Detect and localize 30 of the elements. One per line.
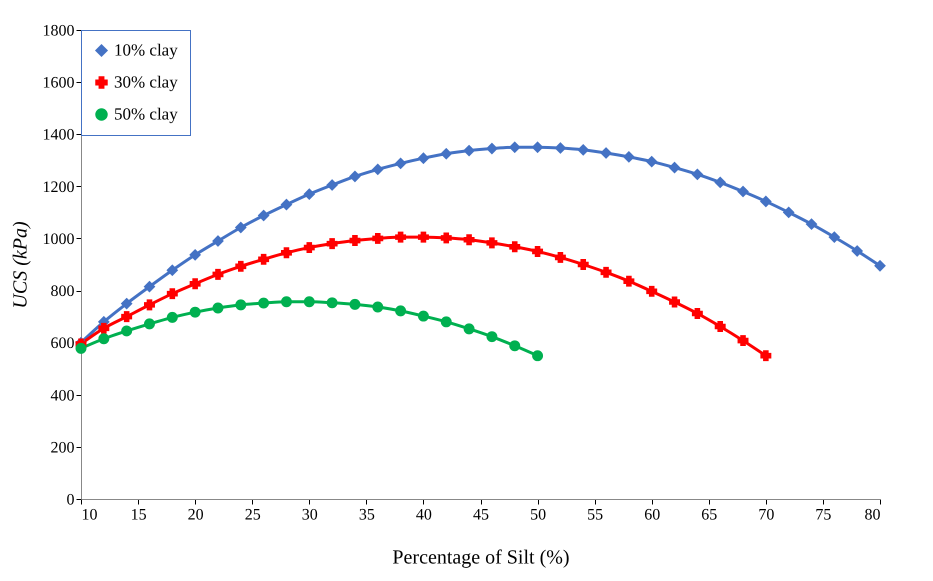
- y-tick-label: 1400: [42, 126, 74, 144]
- y-tick-label: 400: [50, 387, 74, 404]
- y-tick-label: 200: [50, 439, 74, 456]
- x-tick-label: 65: [701, 506, 718, 524]
- y-axis-title: UCS (kPa): [10, 221, 32, 309]
- x-tick-label: 75: [815, 506, 832, 524]
- x-tick-label: 60: [644, 506, 660, 524]
- x-tick-label: 15: [130, 506, 147, 524]
- legend-label: 30% clay: [114, 72, 178, 92]
- y-tick-label: 0: [66, 492, 74, 508]
- x-tick-label: 40: [416, 506, 432, 524]
- x-tick-label: 50: [530, 506, 546, 524]
- x-tick-label: 30: [302, 506, 318, 524]
- x-tick-label: 25: [244, 506, 261, 524]
- y-tick-label: 1000: [42, 230, 74, 248]
- y-tick-label: 600: [50, 335, 74, 352]
- y-tick-label: 800: [50, 283, 74, 300]
- x-tick-label: 80: [864, 506, 880, 524]
- y-tick-label: 1800: [42, 22, 74, 40]
- legend-label: 50% clay: [114, 104, 178, 124]
- legend-label: 10% clay: [114, 40, 178, 60]
- y-tick-label: 1200: [42, 178, 74, 196]
- x-tick-label: 70: [758, 506, 774, 524]
- x-tick-label: 55: [587, 506, 604, 524]
- x-axis-title: Percentage of Silt (%): [392, 546, 570, 568]
- x-tick-label: 45: [473, 506, 489, 524]
- x-tick-label: 10: [82, 506, 98, 524]
- y-tick-label: 1600: [42, 74, 74, 92]
- x-tick-label: 20: [188, 506, 204, 524]
- x-tick-label: 35: [358, 506, 375, 524]
